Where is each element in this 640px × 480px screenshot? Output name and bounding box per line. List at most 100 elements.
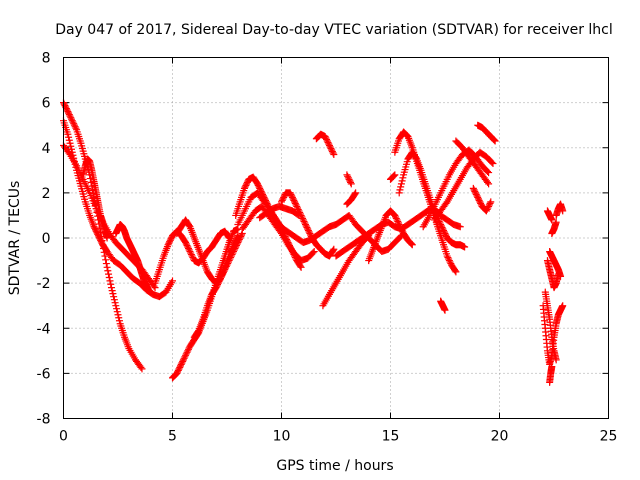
data-point [322, 134, 330, 142]
data-point [174, 366, 182, 374]
data-point [107, 280, 115, 288]
data-point [230, 239, 238, 247]
data-point [65, 109, 73, 117]
data-point [297, 263, 305, 271]
data-point [344, 172, 352, 180]
data-point [71, 123, 79, 131]
data-point [328, 148, 336, 156]
data-point [490, 135, 498, 143]
data-point [61, 102, 69, 110]
data-point [557, 272, 565, 280]
data-point [326, 143, 334, 151]
data-point [440, 226, 448, 234]
data-point [351, 190, 359, 198]
data-point [185, 222, 193, 230]
data-point [115, 317, 123, 325]
data-point [184, 245, 192, 253]
data-point [231, 238, 239, 246]
data-point [552, 356, 560, 364]
data-point [288, 192, 296, 200]
data-point [212, 284, 220, 292]
data-point [476, 198, 484, 206]
data-point [484, 178, 492, 186]
data-point [232, 236, 240, 244]
data-point [307, 231, 315, 239]
data-point [490, 136, 498, 144]
data-point [185, 246, 193, 254]
data-point [262, 196, 270, 204]
data-point [395, 189, 403, 197]
data-point [232, 235, 240, 243]
data-point [441, 229, 449, 237]
data-point [471, 187, 479, 195]
data-point [182, 240, 190, 248]
data-point [344, 174, 352, 182]
data-point [296, 262, 304, 270]
data-point [67, 142, 75, 150]
data-point [256, 184, 264, 192]
data-point [257, 187, 265, 195]
data-point [70, 121, 78, 129]
data-point [67, 115, 75, 123]
data-point [175, 365, 183, 373]
data-point [255, 183, 263, 191]
data-point [194, 328, 202, 336]
data-point [321, 132, 329, 140]
data-point [240, 184, 248, 192]
data-point [397, 225, 405, 233]
data-point [108, 287, 116, 295]
data-point [234, 232, 242, 240]
data-point [484, 204, 492, 212]
data-point [485, 180, 493, 188]
data-point [289, 195, 297, 203]
data-point [103, 263, 111, 271]
data-point [97, 238, 105, 246]
data-point [296, 208, 304, 216]
data-point [115, 314, 123, 322]
data-point [324, 138, 332, 146]
data-point [474, 195, 482, 203]
data-point [435, 217, 443, 225]
data-point [304, 226, 312, 234]
data-point [259, 190, 267, 198]
y-axis-label: SDTVAR / TECUs [7, 181, 23, 296]
y-tick-label: -2 [37, 276, 51, 292]
data-point [441, 306, 449, 314]
data-point [396, 222, 404, 230]
data-point [299, 214, 307, 222]
data-point [147, 288, 155, 296]
data-point [291, 198, 299, 206]
data-point [113, 308, 121, 316]
x-tick-label: 20 [491, 429, 509, 445]
data-point [323, 135, 331, 143]
data-point [396, 186, 404, 194]
data-point [437, 222, 445, 230]
data-point [486, 199, 494, 207]
data-point [167, 235, 175, 243]
data-point [102, 256, 110, 264]
data-point [474, 193, 482, 201]
y-tick-label: 0 [42, 231, 51, 247]
data-point [442, 231, 450, 239]
data-point [65, 133, 73, 141]
data-point [483, 205, 491, 213]
data-point [485, 201, 493, 209]
data-point [261, 195, 269, 203]
data-point [303, 223, 311, 231]
data-point [111, 299, 119, 307]
data-point [293, 202, 301, 210]
data-point [397, 183, 405, 191]
data-point [166, 236, 174, 244]
data-point [291, 199, 299, 207]
data-point [290, 196, 298, 204]
data-point [166, 238, 174, 246]
data-point [278, 196, 286, 204]
data-point [150, 282, 158, 290]
x-axis-label: GPS time / hours [276, 458, 393, 474]
data-point [456, 223, 464, 231]
data-point [301, 219, 309, 227]
data-point [328, 146, 336, 154]
data-point [258, 189, 266, 197]
data-point [68, 117, 76, 125]
data-point [254, 181, 262, 189]
